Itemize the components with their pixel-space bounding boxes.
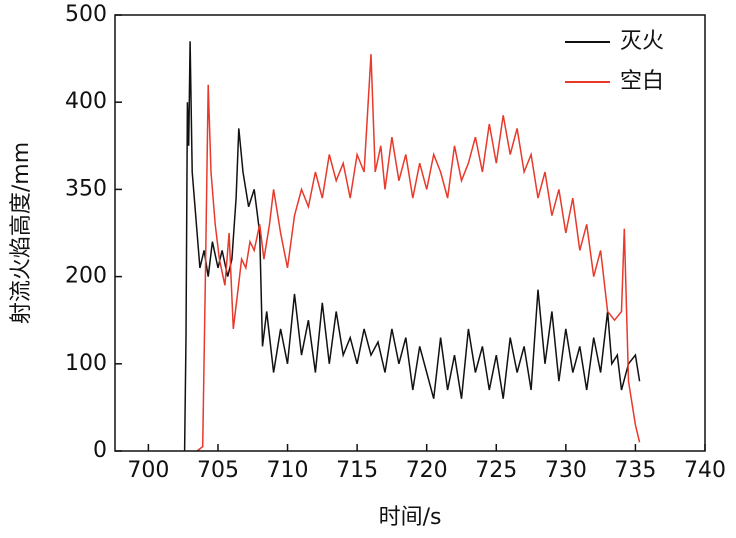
y-tick-label: 0: [93, 438, 107, 463]
y-tick-label: 350: [65, 176, 107, 201]
series-line: [196, 54, 641, 452]
x-tick-label: 705: [197, 458, 239, 483]
x-tick-label: 720: [406, 458, 448, 483]
series-line: [183, 41, 641, 452]
y-tick-label: 100: [65, 351, 107, 376]
y-axis-label: 射流火焰高度/mm: [9, 142, 34, 324]
x-axis-label: 时间/s: [379, 505, 442, 530]
x-tick-label: 725: [475, 458, 517, 483]
x-tick-label: 740: [684, 458, 726, 483]
x-tick-label: 730: [545, 458, 587, 483]
y-tick-label: 500: [65, 2, 107, 27]
x-tick-label: 735: [614, 458, 656, 483]
x-tick-label: 700: [127, 458, 169, 483]
legend-label: 空白: [620, 69, 664, 94]
x-tick-label: 715: [336, 458, 378, 483]
legend-label: 灭火: [620, 29, 664, 54]
y-tick-label: 200: [65, 264, 107, 289]
y-tick-label: 400: [65, 89, 107, 114]
x-tick-label: 710: [267, 458, 309, 483]
plot-frame: [114, 14, 706, 452]
